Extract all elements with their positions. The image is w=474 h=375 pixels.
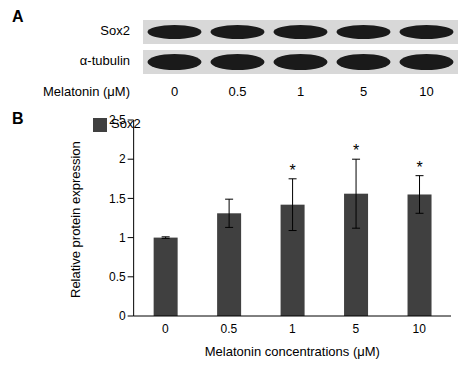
svg-text:*: * (289, 162, 295, 179)
svg-text:1.5: 1.5 (109, 192, 126, 206)
svg-text:0.5: 0.5 (221, 322, 238, 336)
svg-text:A: A (12, 8, 24, 25)
svg-text:2: 2 (119, 152, 126, 166)
svg-text:5: 5 (360, 84, 367, 99)
svg-text:1: 1 (119, 231, 126, 245)
svg-text:α-tubulin: α-tubulin (80, 53, 130, 68)
svg-text:0.5: 0.5 (228, 84, 246, 99)
svg-text:10: 10 (419, 84, 433, 99)
svg-text:Relative protein expression: Relative protein expression (68, 141, 83, 298)
svg-text:Melatonin concentrations (μM): Melatonin concentrations (μM) (205, 344, 380, 359)
svg-text:10: 10 (413, 322, 427, 336)
svg-text:0.5: 0.5 (109, 270, 126, 284)
svg-text:0: 0 (119, 309, 126, 323)
svg-text:0: 0 (162, 322, 169, 336)
svg-text:Sox2: Sox2 (100, 23, 130, 38)
svg-text:1: 1 (289, 322, 296, 336)
svg-text:*: * (353, 142, 359, 159)
svg-text:2.5: 2.5 (109, 113, 126, 127)
svg-text:1: 1 (297, 84, 304, 99)
svg-text:5: 5 (352, 322, 359, 336)
svg-text:Melatonin (μM): Melatonin (μM) (43, 84, 130, 99)
svg-text:0: 0 (171, 84, 178, 99)
svg-text:*: * (416, 159, 422, 176)
